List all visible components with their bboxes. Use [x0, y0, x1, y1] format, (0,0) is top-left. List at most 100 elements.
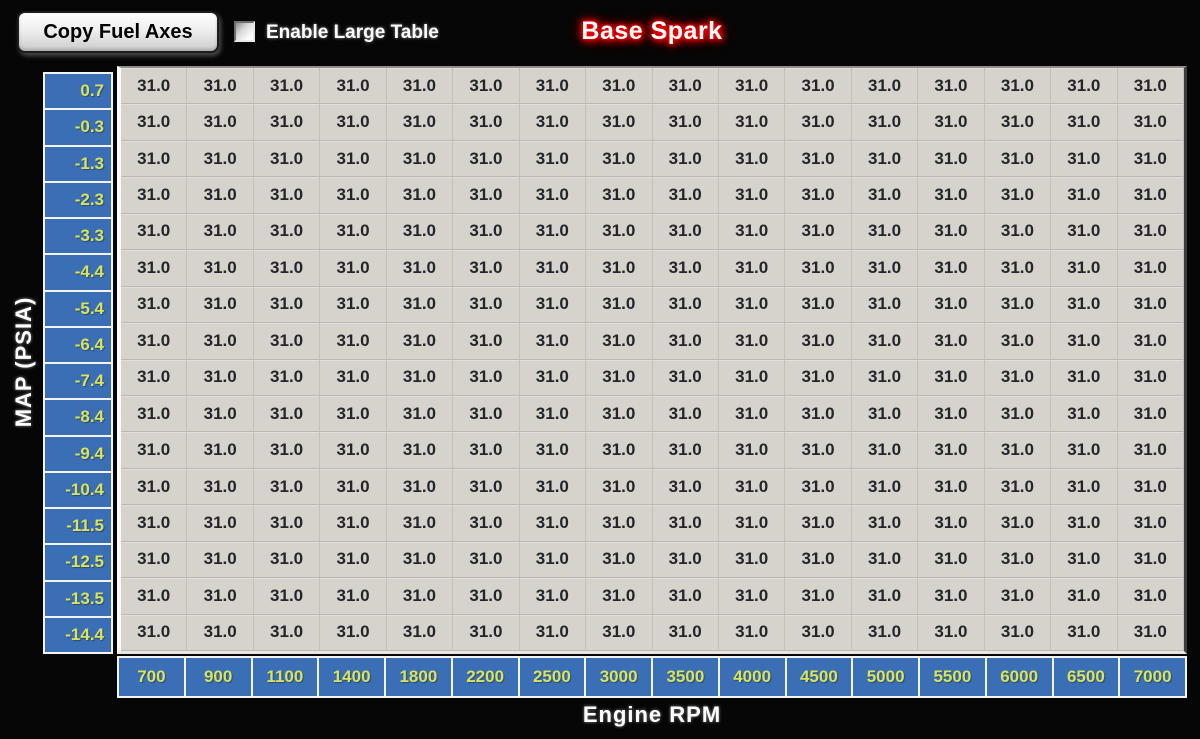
table-cell[interactable]: 31.0: [1117, 359, 1184, 396]
table-cell[interactable]: 31.0: [453, 505, 520, 542]
table-cell[interactable]: 31.0: [984, 359, 1052, 396]
table-cell[interactable]: 31.0: [984, 323, 1052, 360]
table-cell[interactable]: 31.0: [320, 614, 387, 651]
map-axis-cell[interactable]: -6.4: [45, 327, 111, 362]
map-axis-cell[interactable]: -7.4: [45, 364, 111, 399]
table-cell[interactable]: 31.0: [1051, 614, 1118, 651]
table-cell[interactable]: 31.0: [519, 286, 587, 324]
table-cell[interactable]: 31.0: [386, 323, 454, 360]
table-cell[interactable]: 31.0: [918, 104, 985, 141]
table-cell[interactable]: 31.0: [652, 578, 719, 615]
table-cell[interactable]: 31.0: [121, 323, 188, 360]
table-cell[interactable]: 31.0: [519, 578, 587, 615]
table-cell[interactable]: 31.0: [984, 432, 1052, 469]
table-cell[interactable]: 31.0: [453, 140, 520, 178]
table-cell[interactable]: 31.0: [984, 541, 1052, 579]
table-cell[interactable]: 31.0: [253, 359, 321, 396]
table-cell[interactable]: 31.0: [121, 505, 188, 542]
table-cell[interactable]: 31.0: [918, 140, 985, 178]
table-cell[interactable]: 31.0: [785, 177, 852, 214]
table-cell[interactable]: 31.0: [453, 213, 520, 251]
table-cell[interactable]: 31.0: [851, 140, 919, 178]
table-cell[interactable]: 31.0: [918, 578, 985, 615]
table-cell[interactable]: 31.0: [918, 177, 985, 214]
table-cell[interactable]: 31.0: [586, 432, 653, 469]
table-cell[interactable]: 31.0: [1051, 104, 1118, 141]
table-cell[interactable]: 31.0: [1117, 286, 1184, 324]
table-cell[interactable]: 31.0: [586, 177, 653, 214]
table-cell[interactable]: 31.0: [785, 213, 852, 251]
table-cell[interactable]: 31.0: [918, 68, 985, 105]
table-cell[interactable]: 31.0: [386, 541, 454, 579]
table-cell[interactable]: 31.0: [1117, 395, 1184, 433]
table-cell[interactable]: 31.0: [1117, 104, 1184, 141]
map-axis-cell[interactable]: 0.7: [45, 74, 111, 109]
table-cell[interactable]: 31.0: [1051, 323, 1118, 360]
table-cell[interactable]: 31.0: [851, 104, 919, 141]
table-cell[interactable]: 31.0: [320, 104, 387, 141]
table-cell[interactable]: 31.0: [984, 505, 1052, 542]
rpm-axis-cell[interactable]: 900: [185, 658, 251, 696]
table-cell[interactable]: 31.0: [453, 395, 520, 433]
table-cell[interactable]: 31.0: [121, 140, 188, 178]
table-cell[interactable]: 31.0: [785, 68, 852, 105]
table-cell[interactable]: 31.0: [1117, 213, 1184, 251]
table-cell[interactable]: 31.0: [121, 177, 188, 214]
table-cell[interactable]: 31.0: [652, 395, 719, 433]
table-cell[interactable]: 31.0: [320, 432, 387, 469]
table-cell[interactable]: 31.0: [718, 104, 786, 141]
table-cell[interactable]: 31.0: [851, 177, 919, 214]
table-cell[interactable]: 31.0: [253, 541, 321, 579]
table-cell[interactable]: 31.0: [253, 432, 321, 469]
table-cell[interactable]: 31.0: [386, 177, 454, 214]
table-cell[interactable]: 31.0: [851, 68, 919, 105]
table-cell[interactable]: 31.0: [187, 505, 254, 542]
table-cell[interactable]: 31.0: [519, 614, 587, 651]
table-cell[interactable]: 31.0: [918, 213, 985, 251]
table-cell[interactable]: 31.0: [187, 213, 254, 251]
table-cell[interactable]: 31.0: [652, 177, 719, 214]
table-cell[interactable]: 31.0: [121, 68, 188, 105]
table-cell[interactable]: 31.0: [1051, 395, 1118, 433]
table-cell[interactable]: 31.0: [652, 68, 719, 105]
table-cell[interactable]: 31.0: [386, 614, 454, 651]
table-cell[interactable]: 31.0: [386, 578, 454, 615]
table-cell[interactable]: 31.0: [121, 250, 188, 287]
table-cell[interactable]: 31.0: [253, 104, 321, 141]
table-cell[interactable]: 31.0: [652, 359, 719, 396]
table-cell[interactable]: 31.0: [253, 614, 321, 651]
table-cell[interactable]: 31.0: [453, 323, 520, 360]
table-cell[interactable]: 31.0: [984, 140, 1052, 178]
table-cell[interactable]: 31.0: [718, 505, 786, 542]
rpm-axis-cell[interactable]: 1100: [252, 658, 318, 696]
table-cell[interactable]: 31.0: [984, 614, 1052, 651]
table-cell[interactable]: 31.0: [121, 578, 188, 615]
table-cell[interactable]: 31.0: [320, 541, 387, 579]
table-cell[interactable]: 31.0: [851, 286, 919, 324]
table-cell[interactable]: 31.0: [453, 578, 520, 615]
table-cell[interactable]: 31.0: [785, 286, 852, 324]
rpm-axis-cell[interactable]: 3500: [653, 658, 718, 696]
table-cell[interactable]: 31.0: [121, 286, 188, 324]
table-cell[interactable]: 31.0: [320, 286, 387, 324]
table-cell[interactable]: 31.0: [918, 432, 985, 469]
table-cell[interactable]: 31.0: [519, 505, 587, 542]
rpm-axis-cell[interactable]: 4000: [719, 658, 785, 696]
table-cell[interactable]: 31.0: [519, 541, 587, 579]
table-cell[interactable]: 31.0: [851, 614, 919, 651]
table-cell[interactable]: 31.0: [586, 395, 653, 433]
table-cell[interactable]: 31.0: [984, 468, 1052, 506]
table-cell[interactable]: 31.0: [918, 323, 985, 360]
table-cell[interactable]: 31.0: [1051, 68, 1118, 105]
table-cell[interactable]: 31.0: [253, 213, 321, 251]
table-cell[interactable]: 31.0: [386, 104, 454, 141]
table-cell[interactable]: 31.0: [1117, 140, 1184, 178]
map-axis-cell[interactable]: -13.5: [45, 581, 111, 616]
enable-large-table-checkbox[interactable]: [234, 21, 255, 42]
table-cell[interactable]: 31.0: [453, 68, 520, 105]
table-cell[interactable]: 31.0: [785, 578, 852, 615]
table-cell[interactable]: 31.0: [718, 177, 786, 214]
table-cell[interactable]: 31.0: [519, 140, 587, 178]
table-cell[interactable]: 31.0: [1051, 286, 1118, 324]
table-cell[interactable]: 31.0: [253, 578, 321, 615]
